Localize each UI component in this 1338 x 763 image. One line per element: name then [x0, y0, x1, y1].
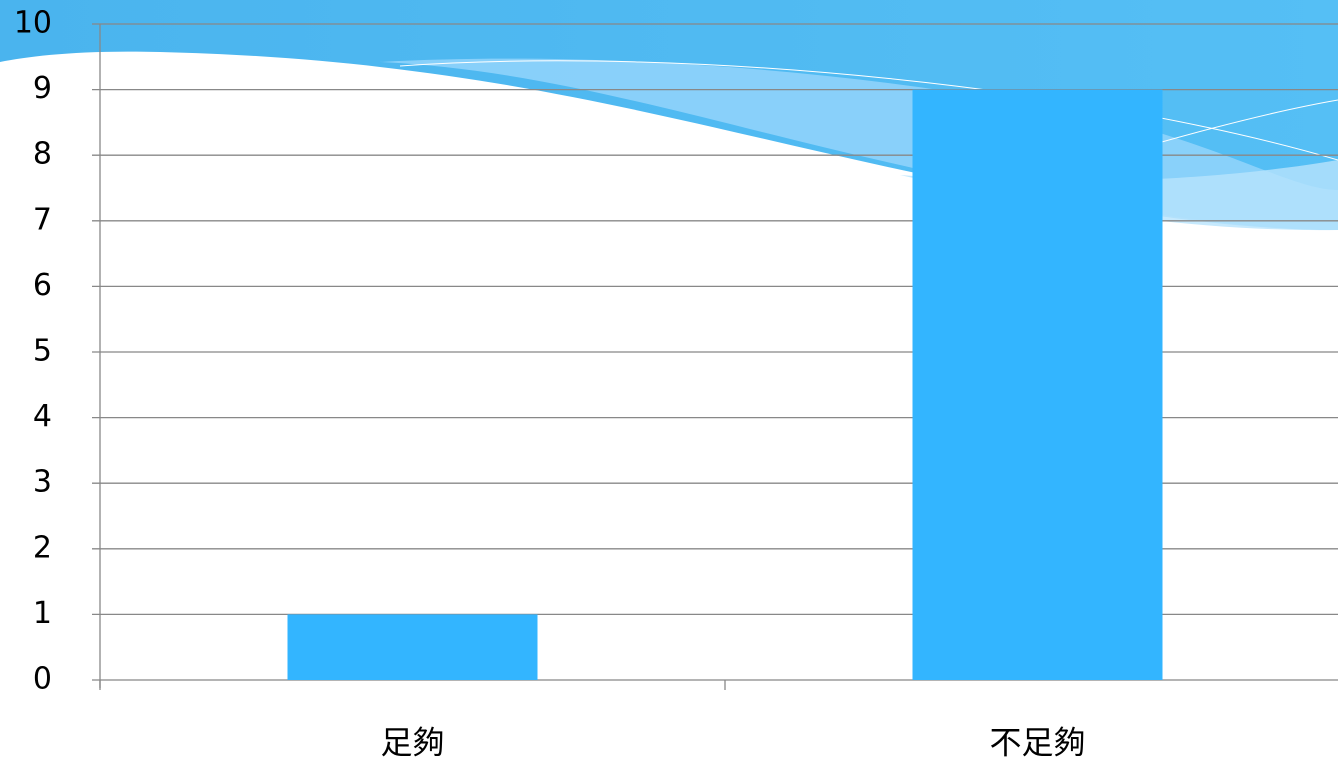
y-tick-label: 7 — [33, 202, 52, 237]
y-tick-label: 8 — [33, 137, 52, 172]
y-tick-label: 0 — [33, 662, 52, 697]
y-tick-label: 2 — [33, 530, 52, 565]
bar — [287, 614, 538, 680]
y-tick-label: 1 — [33, 596, 52, 631]
x-tick-label: 不足夠 — [989, 724, 1085, 762]
y-tick-label: 9 — [33, 71, 52, 106]
y-tick-label: 10 — [14, 6, 52, 41]
x-tick-label: 足夠 — [380, 724, 444, 762]
y-tick-label: 4 — [33, 399, 52, 434]
y-tick-label: 3 — [33, 465, 52, 500]
bar — [912, 89, 1163, 681]
y-tick-label: 6 — [33, 268, 52, 303]
y-tick-label: 5 — [33, 334, 52, 369]
